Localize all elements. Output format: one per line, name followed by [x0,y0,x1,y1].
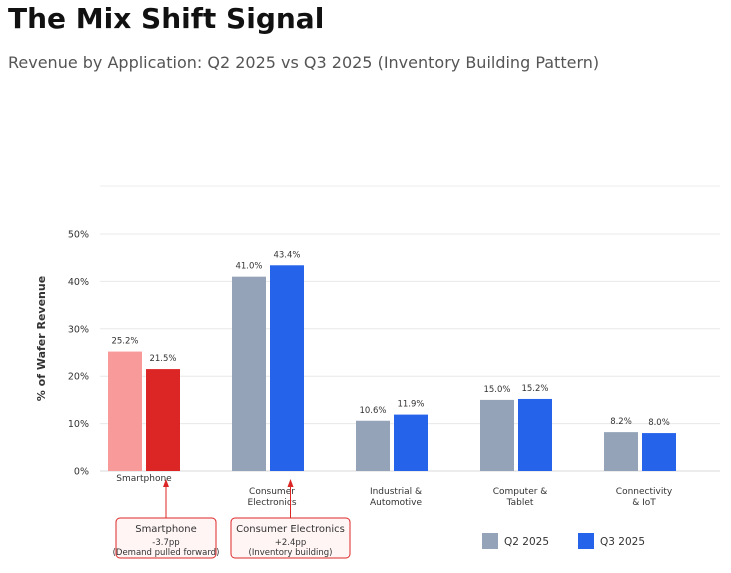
annotation-text: +2.4pp [275,538,306,548]
y-tick-label: 30% [68,324,89,335]
x-category-label: Automotive [370,498,423,508]
bar-value-label: 15.0% [483,385,510,395]
y-tick-label: 50% [68,230,89,241]
bar-value-label: 21.5% [149,354,176,364]
bar-q3 [146,369,180,471]
bar-q3 [394,414,428,471]
annotation-box [115,517,217,559]
legend-swatch-q3 [578,533,594,549]
y-axis-title: % of Wafer Revenue [35,276,48,401]
bar-value-label: 11.9% [397,400,424,410]
bar-q2 [108,351,142,471]
bar-q2 [356,420,390,471]
bar-q2 [480,399,514,471]
bar-q2 [604,432,638,471]
x-category-label: Electronics [247,498,296,508]
x-category-label: Tablet [506,498,534,508]
bar-value-label: 8.2% [610,417,632,427]
x-category-label: Smartphone [116,474,172,484]
bar-value-label: 8.0% [648,418,670,428]
y-tick-label: 10% [68,419,89,430]
bar-value-label: 25.2% [111,337,138,347]
y-tick-label: 20% [68,372,89,383]
x-category-label: & IoT [632,498,656,508]
bar-q3 [642,433,676,471]
bar-value-label: 10.6% [359,406,386,416]
x-category-label: Connectivity [616,487,673,497]
legend-label: Q2 2025 [504,536,549,548]
bar-value-label: 43.4% [273,250,300,260]
bar-q3 [270,265,304,471]
page-title: The Mix Shift Signal [8,2,325,35]
page-subtitle: Revenue by Application: Q2 2025 vs Q3 20… [8,53,600,72]
x-category-label: Computer & [493,487,548,497]
y-tick-label: 40% [68,277,89,288]
y-tick-label: 0% [74,467,89,478]
bar-q3 [518,398,552,471]
annotation-arrowhead [163,479,169,487]
x-category-label: Industrial & [370,487,422,497]
x-category-label: Consumer [249,487,295,497]
annotation-title: Consumer Electronics [236,524,345,535]
annotation-text: -3.7pp [152,538,179,548]
bar-value-label: 15.2% [521,384,548,394]
annotation-text: (Demand pulled forward) [113,548,220,558]
bar-value-label: 41.0% [235,262,262,272]
legend-label: Q3 2025 [600,536,645,548]
bar-q2 [232,276,266,471]
annotation-arrowhead [287,479,294,487]
annotation-box [230,517,351,559]
annotation-title: Smartphone [135,524,197,535]
annotation-text: (Inventory building) [249,548,333,558]
legend-swatch-q2 [482,533,498,549]
